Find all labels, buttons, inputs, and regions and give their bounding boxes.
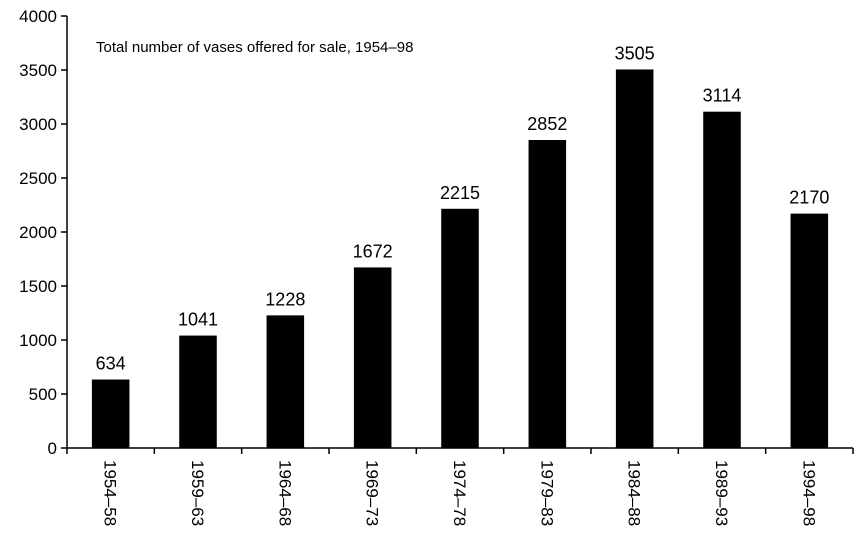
data-label: 1228 [265,289,305,309]
x-tick-label: 1959–63 [188,460,207,526]
data-label: 3114 [703,86,742,106]
data-label: 1672 [353,241,393,261]
y-tick-label: 0 [48,439,57,458]
x-tick-label: 1974–78 [450,460,469,526]
y-tick-label: 500 [29,385,57,404]
bar [353,267,392,448]
data-label: 1041 [178,310,218,330]
x-tick-label: 1984–88 [625,460,644,526]
bar [179,335,217,448]
x-tick-label: 1979–83 [537,460,556,526]
bar [266,315,305,448]
x-tick-label: 1964–68 [275,460,294,526]
x-tick-label: 1989–93 [712,460,731,526]
data-label: 3505 [615,43,655,63]
bar [703,111,741,449]
y-tick-label: 2500 [19,169,57,188]
y-tick-label: 1000 [19,331,57,350]
x-tick-label: 1969–73 [363,460,382,526]
x-tick-label: 1994–98 [799,460,818,526]
data-label: 2215 [440,183,480,203]
data-labels: 634 1041 1228 1672 2215 2852 3505 3114 2170 [96,43,830,373]
chart-title: Total number of vases offered for sale, … [96,39,413,56]
y-tick-label: 1500 [19,277,57,296]
bar [615,69,654,449]
y-tick-label: 2000 [19,223,57,242]
data-label: 2852 [527,114,567,134]
data-label: 634 [96,354,126,374]
x-tick-label: 1954–58 [101,460,120,526]
bar [91,379,130,448]
y-tick-label: 4000 [19,7,57,26]
y-tick-label: 3500 [19,61,57,80]
bar [790,213,829,448]
bars [91,69,829,449]
bar [528,139,567,448]
data-label: 2170 [789,188,829,208]
axes: 0 500 1000 1500 2000 2500 3000 3500 4000 1954–58 1… [19,7,854,526]
bar [441,208,479,448]
y-tick-label: 3000 [19,115,57,134]
